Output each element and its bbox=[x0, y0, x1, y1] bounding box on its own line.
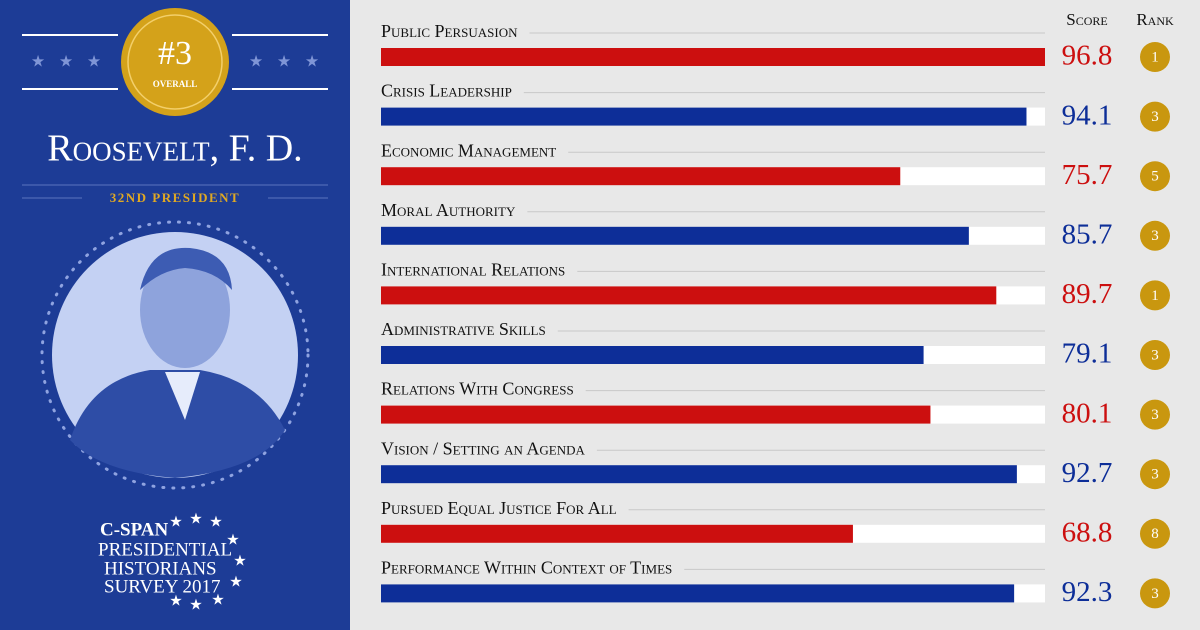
bar bbox=[381, 584, 1015, 603]
category-label: Crisis Leadership bbox=[381, 81, 512, 101]
svg-text:★: ★ bbox=[87, 54, 101, 71]
bar bbox=[381, 48, 1045, 66]
rank-badge bbox=[1140, 518, 1170, 549]
svg-text:★: ★ bbox=[233, 553, 246, 569]
score-label: 92.7 bbox=[1062, 457, 1113, 489]
rank-badge bbox=[1140, 161, 1170, 192]
logo-line: Historians bbox=[104, 558, 217, 579]
decor-lines bbox=[22, 34, 328, 90]
score-label: 89.7 bbox=[1062, 278, 1113, 310]
svg-text:★: ★ bbox=[226, 532, 239, 548]
rank-label: 3 bbox=[1151, 228, 1159, 244]
rank-label: 3 bbox=[1151, 347, 1159, 363]
rank-badge bbox=[1140, 220, 1170, 251]
bar bbox=[381, 465, 1017, 484]
bar bbox=[381, 226, 969, 245]
svg-text:★: ★ bbox=[169, 593, 182, 609]
category-label: Performance Within Context of Times bbox=[381, 558, 672, 578]
score-label: 79.1 bbox=[1062, 338, 1113, 370]
portrait-figure bbox=[70, 247, 285, 478]
rank-badge bbox=[1140, 101, 1170, 132]
score-label: 80.1 bbox=[1062, 397, 1113, 429]
rank-label: 8 bbox=[1151, 526, 1159, 542]
bar bbox=[381, 524, 853, 543]
score-label: 92.3 bbox=[1062, 576, 1113, 608]
bar bbox=[381, 107, 1027, 126]
rank-header: Rank bbox=[1136, 10, 1174, 29]
rank-label: 3 bbox=[1151, 109, 1159, 125]
score-label: 75.7 bbox=[1062, 159, 1113, 191]
svg-text:★: ★ bbox=[211, 592, 224, 608]
category-label: Public Persuasion bbox=[381, 21, 518, 41]
rank-label: 3 bbox=[1151, 586, 1159, 602]
svg-text:★: ★ bbox=[277, 54, 291, 71]
badge-ring bbox=[127, 14, 223, 110]
category-label: Vision / Setting an Agenda bbox=[381, 438, 585, 458]
badge-rank: #3 bbox=[158, 35, 192, 72]
svg-text:★: ★ bbox=[31, 54, 45, 71]
svg-text:★: ★ bbox=[189, 511, 202, 527]
bar bbox=[381, 167, 901, 186]
category-label: Moral Authority bbox=[381, 200, 516, 220]
badge-sub: OVERALL bbox=[153, 79, 198, 89]
category-label: Economic Management bbox=[381, 140, 556, 160]
category-label: Administrative Skills bbox=[381, 319, 546, 339]
category-label: International Relations bbox=[381, 260, 565, 280]
portrait-dots bbox=[40, 220, 310, 490]
president-name: Roosevelt, F. D. bbox=[47, 128, 302, 170]
category-label: Pursued Equal Justice For All bbox=[381, 498, 617, 518]
score-label: 85.7 bbox=[1062, 218, 1113, 250]
rank-badge bbox=[1140, 578, 1170, 609]
rank-label: 3 bbox=[1151, 407, 1159, 423]
rank-label: 1 bbox=[1151, 288, 1159, 304]
rank-label: 1 bbox=[1151, 49, 1159, 65]
rank-badge bbox=[1140, 280, 1170, 311]
rank-badge bbox=[1140, 459, 1170, 490]
decor-stars: ★ ★ ★ ★ ★ ★ bbox=[31, 54, 319, 71]
svg-text:★: ★ bbox=[189, 597, 202, 613]
logo-line: Presidential bbox=[98, 539, 232, 560]
rank-badge bbox=[1140, 340, 1170, 370]
svg-text:★: ★ bbox=[305, 54, 319, 71]
rank-badge bbox=[1140, 399, 1170, 430]
subtitle: 32nd President bbox=[110, 190, 240, 205]
rank-label: 5 bbox=[1151, 169, 1159, 185]
category-label: Relations With Congress bbox=[381, 379, 574, 399]
bar bbox=[381, 405, 931, 424]
score-label: 96.8 bbox=[1062, 40, 1113, 72]
badge bbox=[121, 8, 229, 116]
rank-label: 3 bbox=[1151, 467, 1159, 483]
svg-text:★: ★ bbox=[59, 54, 73, 71]
score-label: 68.8 bbox=[1062, 516, 1113, 548]
svg-text:★: ★ bbox=[209, 514, 222, 530]
rank-badge bbox=[1140, 42, 1170, 72]
logo-line: Survey 2017 bbox=[104, 576, 221, 597]
svg-text:★: ★ bbox=[249, 54, 263, 71]
logo-stars: ★ ★ ★★ ★★★★★ bbox=[169, 511, 246, 613]
bar bbox=[381, 346, 924, 364]
svg-text:★: ★ bbox=[229, 574, 242, 590]
bar bbox=[381, 286, 997, 305]
svg-text:★: ★ bbox=[169, 514, 182, 530]
score-label: 94.1 bbox=[1062, 99, 1113, 131]
logo-brand: C-SPAN bbox=[100, 519, 169, 540]
score-header: Score bbox=[1066, 10, 1107, 29]
